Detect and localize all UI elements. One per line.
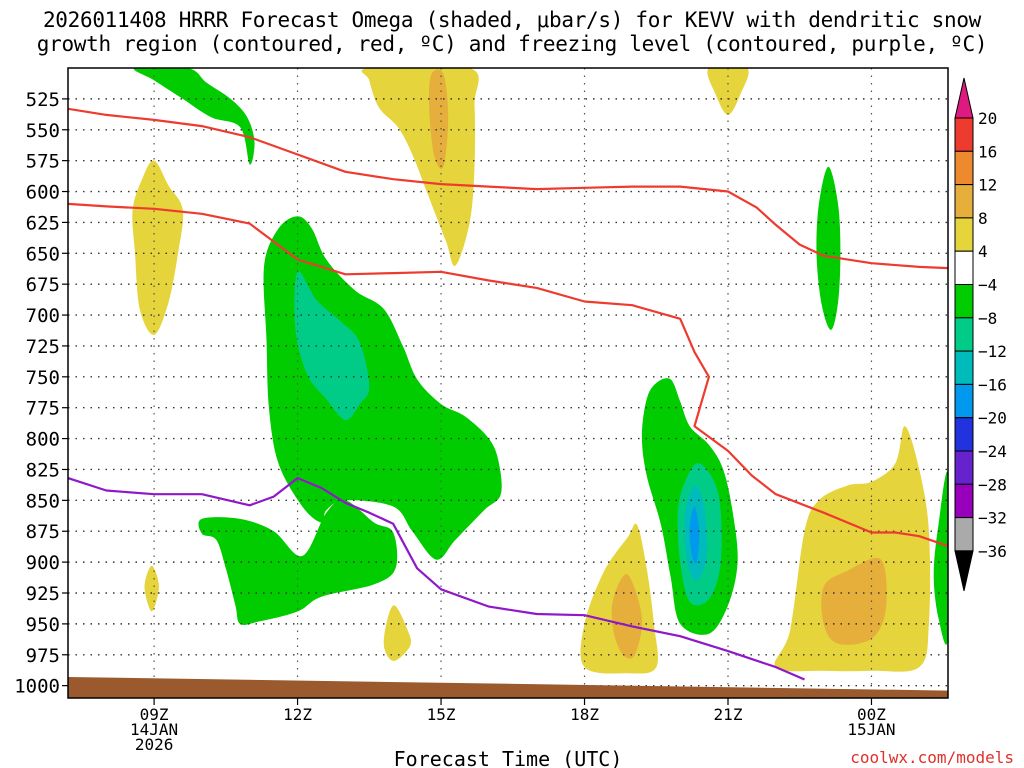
y-tick-label-675: 675 (26, 274, 60, 296)
y-tick-label-725: 725 (26, 336, 60, 358)
colorbar-label-5: −4 (978, 276, 997, 295)
colorbar: 20 16 12 8 4 −4 −8 −12 −16 −20 −24 −28 −32 −36 (954, 77, 1007, 592)
ascent-green-23z (816, 166, 841, 330)
y-axis: 525 550 575 600 625 650 675 700 725 750 775 800 825 8… (14, 89, 68, 698)
y-tick-label-925: 925 (26, 583, 60, 605)
plot-frame (67, 67, 949, 699)
omega-shading (132, 68, 948, 674)
colorbar-swatch-3 (954, 184, 974, 219)
colorbar-label-10: −24 (978, 442, 1007, 461)
y-tick-label-750: 750 (26, 367, 60, 389)
y-tick-label-800: 800 (26, 429, 60, 451)
colorbar-swatch-11 (954, 450, 974, 485)
colorbar-swatch-13 (954, 517, 974, 552)
colorbar-swatch-8 (954, 350, 974, 385)
colorbar-label-13: −36 (978, 542, 1007, 561)
descent-yellow-09z-low (144, 565, 159, 612)
x-tick-label-21Z: 21Z (714, 705, 743, 724)
terrain (68, 677, 948, 698)
ascent-blue-20z (689, 506, 700, 564)
colorbar-swatch-4 (954, 217, 974, 252)
ascent-green-upper-left (133, 68, 255, 165)
colorbar-label-6: −8 (978, 309, 997, 328)
descent-yellow-00z (774, 426, 931, 672)
y-tick-label-575: 575 (26, 151, 60, 173)
y-tick-label-1000: 1000 (14, 676, 60, 698)
y-tick-label-650: 650 (26, 243, 60, 265)
colorbar-swatch-1 (954, 117, 974, 152)
x-axis-title: Forecast Time (UTC) (394, 747, 623, 768)
descent-orange-00z (821, 557, 887, 645)
x-tick-label-09Z: 09Z (140, 705, 169, 724)
descent-yellow-21z-top (707, 68, 749, 115)
x-tick-label-18Z: 18Z (570, 705, 599, 724)
chart-title-line1: 2026011408 HRRR Forecast Omega (shaded, … (42, 8, 982, 32)
colorbar-top-arrow (954, 77, 974, 119)
x-tick-label-00Z: 00Z (857, 705, 886, 724)
dgz-upper-red (68, 107, 948, 270)
colorbar-label-9: −20 (978, 409, 1007, 428)
colorbar-swatch-9 (954, 383, 974, 419)
y-tick-label-850: 850 (26, 490, 60, 512)
y-tick-label-775: 775 (26, 398, 60, 420)
ascent-green-main (263, 216, 502, 560)
descent-yellow-09z-mid (132, 160, 184, 335)
credit-link[interactable]: coolwx.com/models (850, 748, 1014, 767)
y-tick-label-950: 950 (26, 614, 60, 636)
colorbar-label-1: 16 (978, 142, 997, 161)
grid (68, 68, 948, 698)
y-tick-label-550: 550 (26, 120, 60, 142)
descent-orange-19z (611, 574, 643, 659)
y-tick-label-625: 625 (26, 212, 60, 234)
x-tick-label-14JAN: 14JAN (130, 720, 178, 739)
freezing-level-purple (68, 477, 805, 681)
colorbar-label-11: −28 (978, 475, 1007, 494)
colorbar-label-0: 20 (978, 109, 997, 128)
descent-yellow-14z-low (383, 605, 412, 661)
colorbar-label-3: 8 (978, 209, 988, 228)
y-tick-label-600: 600 (26, 182, 60, 204)
y-tick-label-875: 875 (26, 521, 60, 543)
colorbar-swatch-7 (954, 317, 974, 352)
colorbar-swatch-2 (954, 150, 974, 186)
colorbar-swatch-6 (954, 284, 974, 319)
y-tick-label-700: 700 (26, 305, 60, 327)
x-tick-label-15JAN: 15JAN (847, 720, 895, 739)
colorbar-label-7: −12 (978, 342, 1007, 361)
ground (68, 677, 948, 698)
x-tick-label-12Z: 12Z (283, 705, 312, 724)
y-tick-label-525: 525 (26, 89, 60, 111)
dgz-lower-red (68, 202, 948, 548)
x-tick-label-15Z: 15Z (427, 705, 456, 724)
colorbar-label-4: 4 (978, 242, 988, 261)
colorbar-label-12: −32 (978, 509, 1007, 528)
descent-orange-upper-15z (428, 69, 449, 169)
x-tick-label-2026: 2026 (135, 735, 174, 754)
chart-title-line2: growth region (contoured, red, ºC) and f… (36, 32, 988, 56)
contours (68, 107, 948, 681)
colorbar-swatch-5 (954, 250, 974, 285)
y-tick-label-900: 900 (26, 552, 60, 574)
ascent-green-right-edge (933, 472, 948, 645)
descent-yellow-upper-15z (361, 68, 479, 266)
colorbar-bottom-arrow (954, 550, 974, 592)
y-tick-label-975: 975 (26, 645, 60, 667)
y-tick-label-825: 825 (26, 459, 60, 481)
colorbar-swatch-10 (954, 417, 974, 452)
colorbar-swatch-12 (954, 483, 974, 519)
colorbar-label-2: 12 (978, 176, 997, 195)
colorbar-label-8: −16 (978, 375, 1007, 394)
